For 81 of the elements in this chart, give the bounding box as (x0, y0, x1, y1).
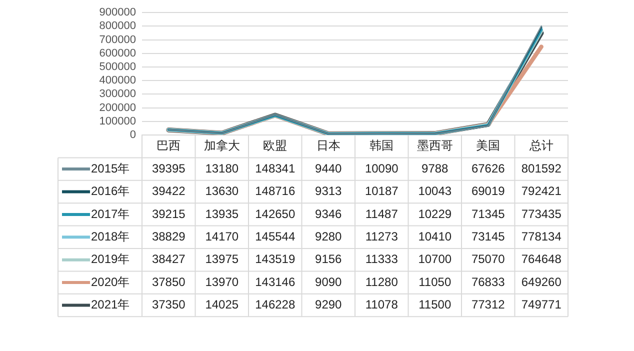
data-label: 11280 (365, 274, 398, 289)
x-tick-label: 总计 (528, 138, 554, 153)
data-label: 9788 (422, 161, 449, 176)
data-label: 39422 (152, 184, 186, 198)
data-label: 11273 (365, 229, 398, 244)
data-label: 67626 (471, 161, 506, 176)
data-label: 39395 (152, 161, 186, 176)
data-label: 38427 (152, 252, 186, 266)
data-label: 11500 (418, 298, 452, 312)
data-label: 39215 (152, 206, 186, 221)
y-tick-label: 0 (130, 129, 136, 142)
data-label: 71345 (471, 206, 506, 221)
data-label: 801592 (521, 161, 562, 176)
data-label: 9346 (315, 206, 342, 221)
data-label: 14170 (205, 229, 239, 244)
x-tick-label: 韩国 (370, 138, 394, 153)
data-label: 778134 (521, 229, 562, 244)
legend-label: 2015年 (91, 161, 130, 176)
data-label: 10229 (418, 206, 452, 221)
data-label: 73145 (471, 229, 506, 244)
data-label: 143146 (255, 274, 296, 289)
data-label: 13180 (205, 161, 239, 176)
data-label: 142650 (255, 206, 296, 221)
data-label: 146228 (255, 298, 296, 312)
data-label: 11487 (365, 206, 398, 221)
y-tick-label: 700000 (99, 34, 136, 46)
y-tick-label: 300000 (99, 88, 136, 100)
data-label: 11050 (418, 274, 452, 289)
data-label: 9090 (315, 274, 342, 289)
data-label: 11078 (365, 298, 398, 312)
data-label: 38829 (152, 229, 186, 244)
x-tick-label: 日本 (316, 138, 340, 153)
data-label: 11333 (365, 252, 398, 266)
y-tick-label: 800000 (99, 20, 136, 32)
legend-label: 2017年 (91, 206, 130, 221)
data-label: 773435 (521, 206, 562, 221)
x-tick-label: 墨西哥 (416, 138, 453, 153)
data-label: 69019 (471, 184, 506, 198)
x-tick-label: 加拿大 (204, 138, 240, 153)
data-label: 10700 (418, 252, 452, 266)
x-tick-label: 欧盟 (263, 138, 288, 153)
data-label: 749771 (521, 298, 562, 312)
data-label: 145544 (255, 229, 296, 244)
data-label: 13975 (205, 252, 239, 266)
data-label: 77312 (471, 298, 506, 312)
data-label: 764648 (521, 252, 562, 266)
data-label: 143519 (255, 252, 296, 266)
data-label: 13970 (205, 274, 239, 289)
data-label: 13935 (205, 206, 239, 221)
data-label: 649260 (521, 274, 562, 289)
y-tick-label: 100000 (99, 115, 136, 128)
x-tick-label: 美国 (476, 138, 500, 153)
data-label: 14025 (205, 298, 239, 312)
legend-label: 2020年 (91, 274, 130, 289)
data-label: 792421 (521, 184, 562, 198)
data-label: 10090 (364, 161, 399, 176)
y-tick-label: 600000 (99, 47, 136, 60)
data-label: 10187 (364, 184, 399, 198)
x-tick-label: 巴西 (156, 138, 181, 153)
data-label: 9290 (315, 298, 342, 312)
data-label: 76833 (471, 274, 506, 289)
data-label: 9440 (315, 161, 342, 176)
data-label: 10043 (418, 184, 452, 198)
legend-label: 2019年 (91, 252, 130, 266)
data-label: 9156 (315, 252, 342, 266)
y-tick-label: 200000 (99, 102, 136, 114)
legend-label: 2018年 (91, 229, 130, 244)
data-label: 148716 (255, 184, 296, 198)
y-tick-label: 500000 (99, 61, 136, 74)
y-tick-label: 900000 (99, 6, 136, 19)
data-label: 37350 (152, 298, 186, 312)
data-label: 148341 (255, 161, 296, 176)
data-label: 37850 (152, 274, 186, 289)
data-label: 75070 (471, 252, 506, 266)
y-tick-label: 400000 (99, 74, 136, 87)
data-label: 13630 (205, 184, 239, 198)
data-label: 9313 (315, 184, 342, 198)
data-label: 10410 (418, 229, 452, 244)
legend-label: 2021年 (91, 298, 130, 312)
legend-label: 2016年 (91, 184, 130, 198)
data-label: 9280 (315, 229, 342, 244)
